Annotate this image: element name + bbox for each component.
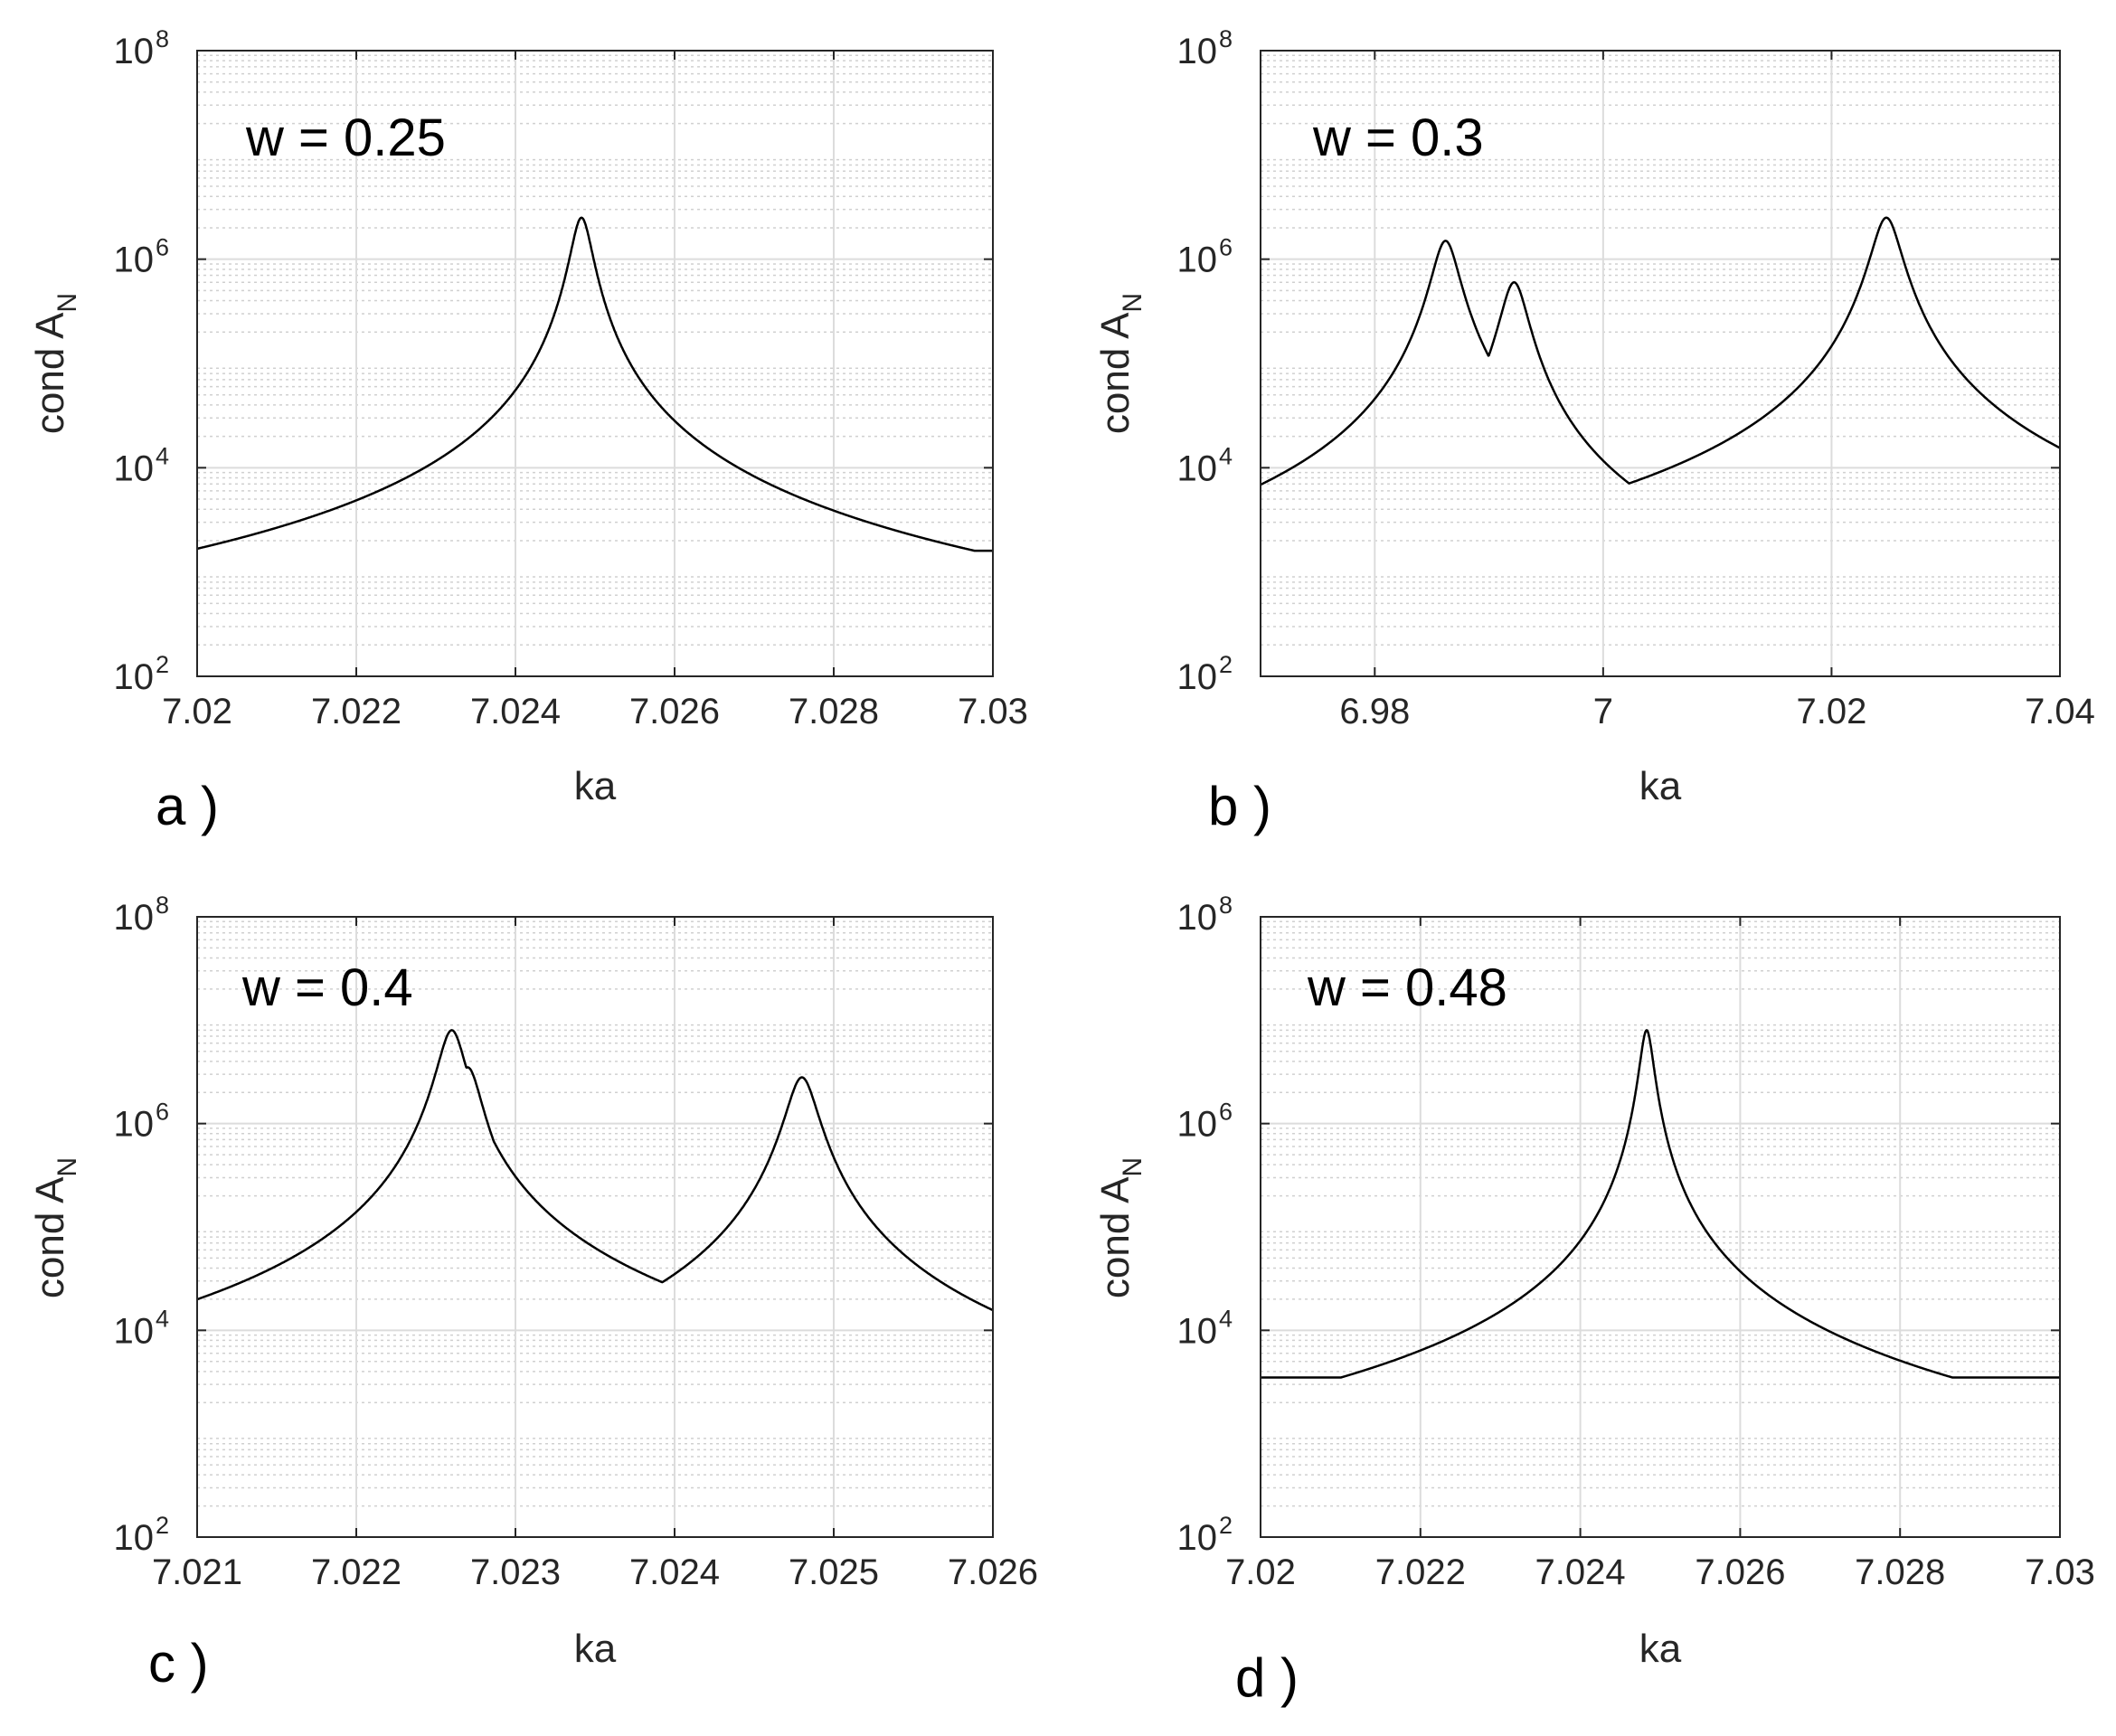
y-tick-label-exponent: 6 [156, 1099, 169, 1126]
y-tick-label: 10 [114, 1105, 155, 1145]
panel-label-a: a ) [156, 776, 219, 836]
x-tick-label: 7.022 [311, 1552, 401, 1592]
x-tick-label: 7.026 [629, 692, 720, 731]
x-tick-label: 7.026 [948, 1552, 1038, 1592]
x-tick-label: 7.02 [1225, 1552, 1296, 1592]
x-tick-label: 7.028 [789, 692, 879, 731]
y-tick-label-exponent: 2 [1219, 651, 1233, 678]
x-tick-label: 7.024 [1535, 1552, 1626, 1592]
x-axis-label-d: ka [1639, 1627, 1682, 1671]
plot-area-c [196, 916, 994, 1538]
y-tick-label-exponent: 8 [156, 25, 169, 52]
x-axis-label-c: ka [574, 1627, 617, 1671]
y-tick-label: 10 [114, 32, 155, 71]
x-tick-label: 7.03 [2025, 1552, 2095, 1592]
panel-label-b: b ) [1208, 776, 1271, 836]
x-tick-label: 7.02 [162, 692, 232, 731]
y-axis-label-d: cond AN [1093, 1157, 1148, 1298]
x-tick-label: 7.026 [1695, 1552, 1785, 1592]
annotation-w-b: w = 0.3 [1312, 108, 1484, 167]
x-tick-label: 7.021 [152, 1552, 242, 1592]
y-tick-label: 10 [114, 448, 155, 488]
y-tick-label-exponent: 2 [156, 1512, 169, 1539]
y-tick-label-exponent: 2 [1219, 1512, 1233, 1539]
annotation-w-c: w = 0.4 [241, 958, 413, 1017]
y-axis-label-b: cond AN [1093, 293, 1148, 434]
x-tick-label: 7.025 [789, 1552, 879, 1592]
x-tick-label: 7 [1593, 692, 1613, 731]
y-tick-label-exponent: 6 [156, 234, 169, 261]
panel-label-d: d ) [1235, 1647, 1299, 1708]
x-axis-label-a: ka [574, 764, 617, 808]
y-tick-label: 10 [1177, 1105, 1218, 1145]
y-tick-label: 10 [1177, 657, 1218, 697]
x-axis-label-b: ka [1639, 764, 1682, 808]
series-line-c [196, 1029, 994, 1312]
annotation-w-d: w = 0.48 [1307, 958, 1507, 1017]
y-tick-label: 10 [1177, 448, 1218, 488]
y-tick-label-exponent: 6 [1219, 234, 1233, 261]
y-tick-label: 10 [114, 241, 155, 280]
x-tick-label: 7.024 [470, 692, 561, 731]
y-tick-label-exponent: 4 [1219, 442, 1233, 469]
series-line-b [1260, 216, 2061, 486]
annotation-w-a: w = 0.25 [245, 108, 446, 167]
x-tick-label: 7.022 [1375, 1552, 1466, 1592]
y-tick-label: 10 [114, 657, 155, 697]
series-line-a [196, 216, 994, 552]
plot-area-a [196, 50, 994, 677]
y-tick-label-exponent: 4 [156, 1305, 169, 1332]
plot-area-b [1260, 50, 2061, 677]
y-tick-label: 10 [114, 898, 155, 938]
y-tick-label-exponent: 8 [1219, 892, 1233, 919]
y-tick-label: 10 [1177, 898, 1218, 938]
y-tick-label-exponent: 4 [1219, 1305, 1233, 1332]
x-tick-label: 7.03 [958, 692, 1028, 731]
y-tick-label-exponent: 8 [1219, 25, 1233, 52]
x-tick-label: 7.028 [1855, 1552, 1945, 1592]
y-tick-label-exponent: 6 [1219, 1099, 1233, 1126]
x-tick-label: 6.98 [1339, 692, 1410, 731]
y-axis-label-a: cond AN [28, 293, 82, 434]
y-tick-label: 10 [114, 1311, 155, 1351]
y-tick-label: 10 [1177, 1311, 1218, 1351]
y-tick-label: 10 [1177, 1518, 1218, 1558]
x-tick-label: 7.024 [629, 1552, 720, 1592]
y-tick-label: 10 [1177, 32, 1218, 71]
y-tick-label: 10 [1177, 241, 1218, 280]
x-tick-label: 7.023 [470, 1552, 561, 1592]
y-tick-label-exponent: 8 [156, 892, 169, 919]
x-tick-label: 7.02 [1796, 692, 1866, 731]
y-tick-label-exponent: 2 [156, 651, 169, 678]
y-tick-label: 10 [114, 1518, 155, 1558]
plot-area-d [1260, 916, 2061, 1538]
y-tick-label-exponent: 4 [156, 442, 169, 469]
x-tick-label: 7.04 [2025, 692, 2095, 731]
y-axis-label-c: cond AN [28, 1157, 82, 1298]
x-tick-label: 7.022 [311, 692, 401, 731]
series-line-d [1260, 1029, 2061, 1379]
panel-label-c: c ) [148, 1633, 209, 1694]
